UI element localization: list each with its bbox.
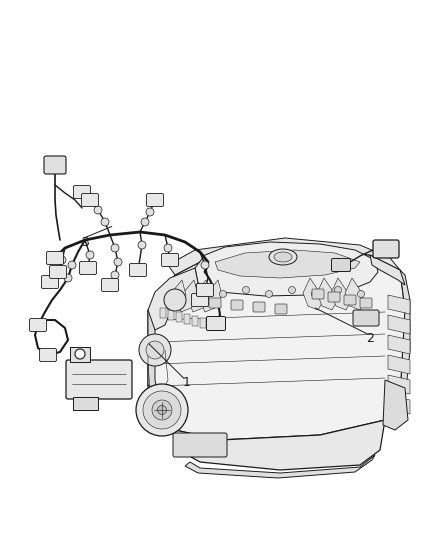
FancyBboxPatch shape (80, 262, 96, 274)
Polygon shape (185, 455, 375, 478)
Ellipse shape (274, 252, 292, 262)
Ellipse shape (146, 341, 164, 359)
Ellipse shape (86, 251, 94, 259)
Ellipse shape (75, 349, 85, 359)
Text: 1: 1 (182, 376, 190, 389)
Ellipse shape (164, 289, 186, 311)
FancyBboxPatch shape (146, 193, 163, 206)
Polygon shape (202, 280, 222, 312)
Ellipse shape (146, 208, 154, 216)
Ellipse shape (269, 249, 297, 265)
FancyBboxPatch shape (360, 298, 372, 308)
Polygon shape (388, 295, 410, 314)
FancyBboxPatch shape (344, 295, 356, 305)
Bar (160, 308, 166, 318)
Ellipse shape (101, 218, 109, 226)
FancyBboxPatch shape (66, 360, 132, 399)
Polygon shape (175, 420, 385, 470)
Ellipse shape (357, 290, 364, 297)
Ellipse shape (158, 406, 166, 415)
FancyBboxPatch shape (312, 289, 324, 299)
Ellipse shape (136, 384, 188, 436)
FancyBboxPatch shape (44, 156, 66, 174)
Text: 3: 3 (81, 236, 89, 249)
Ellipse shape (68, 261, 76, 269)
Ellipse shape (58, 256, 66, 264)
Ellipse shape (138, 241, 146, 249)
FancyBboxPatch shape (130, 263, 146, 277)
Polygon shape (331, 278, 350, 310)
Bar (168, 310, 174, 320)
Polygon shape (388, 355, 410, 374)
Ellipse shape (111, 271, 119, 279)
Ellipse shape (219, 290, 226, 297)
Ellipse shape (335, 287, 342, 294)
Polygon shape (383, 380, 408, 430)
Polygon shape (370, 255, 405, 285)
FancyBboxPatch shape (206, 317, 226, 330)
Ellipse shape (139, 334, 171, 366)
Polygon shape (148, 268, 198, 330)
Ellipse shape (265, 290, 272, 297)
Ellipse shape (141, 218, 149, 226)
FancyBboxPatch shape (197, 284, 213, 296)
FancyBboxPatch shape (42, 276, 59, 288)
Polygon shape (388, 315, 410, 334)
Ellipse shape (201, 261, 209, 269)
Ellipse shape (197, 287, 204, 294)
Polygon shape (303, 278, 322, 310)
Bar (208, 320, 214, 330)
Bar (184, 314, 190, 324)
Polygon shape (148, 310, 175, 430)
Text: 2: 2 (366, 332, 374, 345)
Polygon shape (70, 347, 90, 362)
Polygon shape (166, 280, 186, 312)
Ellipse shape (143, 391, 181, 429)
Bar (192, 316, 198, 326)
Polygon shape (178, 280, 198, 312)
FancyBboxPatch shape (102, 279, 119, 292)
Polygon shape (317, 278, 336, 310)
Polygon shape (388, 375, 410, 394)
Polygon shape (215, 250, 360, 278)
FancyBboxPatch shape (275, 304, 287, 314)
Polygon shape (168, 238, 400, 275)
FancyBboxPatch shape (191, 294, 208, 306)
FancyBboxPatch shape (49, 265, 67, 279)
Polygon shape (190, 280, 210, 312)
Ellipse shape (114, 258, 122, 266)
Polygon shape (388, 335, 410, 354)
Ellipse shape (311, 290, 318, 297)
FancyBboxPatch shape (29, 319, 46, 332)
FancyBboxPatch shape (74, 185, 91, 198)
Ellipse shape (152, 400, 172, 420)
FancyBboxPatch shape (46, 252, 64, 264)
Polygon shape (388, 395, 410, 414)
FancyBboxPatch shape (328, 292, 340, 302)
Polygon shape (385, 270, 410, 420)
FancyBboxPatch shape (173, 433, 227, 457)
FancyBboxPatch shape (39, 349, 57, 361)
Polygon shape (345, 278, 364, 310)
FancyBboxPatch shape (209, 298, 221, 308)
FancyBboxPatch shape (373, 240, 399, 258)
Polygon shape (73, 397, 98, 410)
FancyBboxPatch shape (353, 310, 379, 326)
Polygon shape (148, 248, 405, 440)
Ellipse shape (94, 206, 102, 214)
Ellipse shape (164, 244, 172, 252)
FancyBboxPatch shape (81, 193, 99, 206)
Ellipse shape (243, 287, 250, 294)
Ellipse shape (111, 244, 119, 252)
Bar (176, 312, 182, 322)
Polygon shape (148, 385, 165, 425)
FancyBboxPatch shape (231, 300, 243, 310)
FancyBboxPatch shape (253, 302, 265, 312)
FancyBboxPatch shape (332, 259, 350, 271)
Polygon shape (195, 242, 378, 296)
Bar (200, 318, 206, 328)
Ellipse shape (64, 274, 72, 282)
Ellipse shape (289, 287, 296, 294)
FancyBboxPatch shape (162, 254, 179, 266)
